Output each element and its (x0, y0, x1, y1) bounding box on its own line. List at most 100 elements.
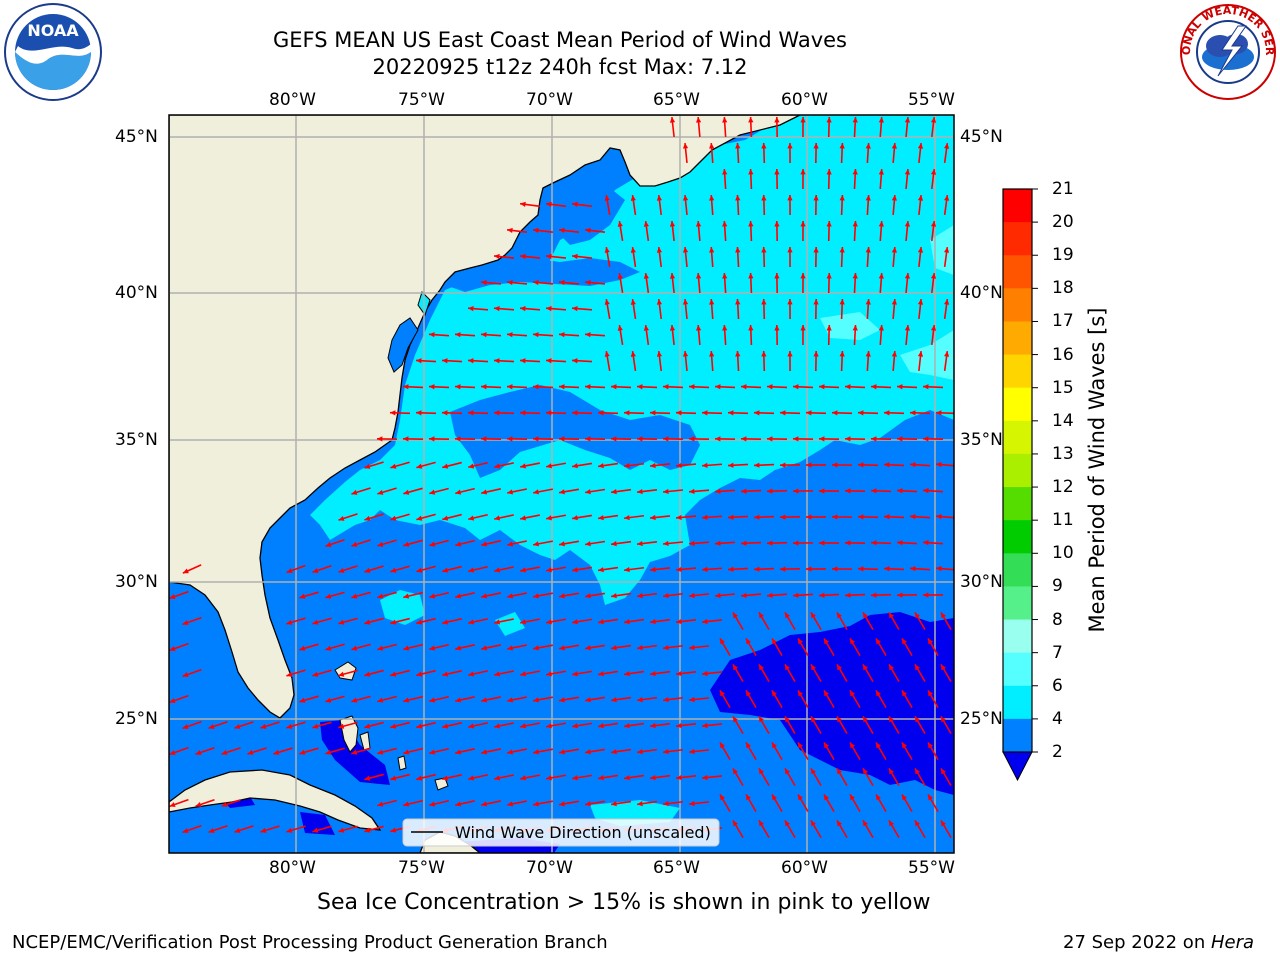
wind-wave-arrow (940, 819, 952, 839)
wind-wave-arrow (688, 488, 710, 494)
lon-label-top: 80°W (269, 90, 316, 110)
wind-wave-arrow (364, 825, 384, 833)
wind-wave-arrow (748, 272, 754, 294)
wind-wave-arrow (779, 566, 801, 572)
wind-wave-arrow (849, 689, 861, 709)
wind-wave-arrow (753, 410, 775, 416)
wind-wave-arrow (441, 410, 463, 416)
wind-wave-arrow (748, 168, 754, 190)
wind-wave-arrow (818, 488, 840, 494)
wind-wave-arrow (403, 591, 423, 599)
wind-wave-arrow (493, 306, 515, 312)
wind-wave-arrow (852, 220, 858, 242)
colorbar (1002, 188, 1038, 782)
wind-wave-arrow (914, 663, 926, 683)
wind-wave-arrow (758, 819, 770, 839)
wind-wave-arrow (572, 462, 592, 469)
wind-wave-arrow (481, 644, 501, 651)
wind-wave-arrow (312, 564, 332, 574)
lat-label-left: 25°N (115, 709, 158, 729)
wind-wave-arrow (520, 722, 540, 729)
wind-wave-arrow (610, 540, 632, 547)
wind-wave-arrow (800, 116, 806, 138)
wind-wave-arrow (494, 670, 514, 677)
colorbar-tick-label: 18 (1052, 278, 1074, 299)
wind-wave-arrow (481, 540, 501, 547)
wind-wave-arrow (286, 669, 306, 677)
wind-wave-arrow (351, 591, 371, 599)
wind-wave-arrow (649, 566, 671, 573)
colorbar-tick-label: 14 (1052, 410, 1074, 431)
colorbar-level-block (1003, 453, 1032, 488)
wind-wave-arrow (390, 565, 410, 573)
wind-wave-arrow (636, 696, 658, 703)
land-north-america (169, 115, 801, 719)
wind-wave-arrow (533, 696, 553, 703)
wind-wave-arrow (748, 324, 754, 346)
wind-wave-arrow (852, 272, 858, 294)
wind-wave-arrow (883, 566, 905, 572)
wind-wave-arrow (695, 324, 702, 346)
wind-wave-arrow (416, 617, 436, 625)
wind-wave-arrow (442, 670, 462, 677)
wind-wave-arrow (636, 748, 658, 755)
wind-wave-arrow (442, 513, 462, 521)
wind-wave-arrow (935, 410, 954, 416)
wind-wave-arrow (442, 461, 462, 469)
wind-wave-arrow (643, 272, 650, 294)
wind-wave-arrow (735, 350, 741, 372)
wind-wave-arrow (494, 774, 514, 781)
wind-wave-arrow (688, 800, 710, 807)
wind-wave-arrow (480, 436, 502, 442)
wind-wave-arrow (377, 487, 397, 495)
footer-date-text: 27 Sep 2022 on (1063, 932, 1206, 953)
colorbar-level-block (1003, 354, 1032, 389)
wind-wave-arrow (520, 514, 540, 521)
wind-wave-arrow (831, 566, 853, 572)
wind-wave-arrow (813, 142, 819, 164)
wind-wave-arrow (377, 799, 397, 807)
wind-wave-arrow (610, 384, 632, 390)
wind-wave-arrow (234, 825, 254, 833)
wind-wave-arrow (507, 748, 527, 755)
wind-wave-arrow (675, 514, 697, 521)
wind-wave-arrow (891, 298, 897, 320)
wind-wave-arrow (351, 695, 371, 703)
wind-wave-arrow (745, 793, 757, 813)
wind-wave-arrow (943, 194, 950, 216)
wind-wave-arrow (532, 436, 554, 442)
wind-wave-arrow (722, 116, 728, 138)
wind-wave-arrow (429, 591, 449, 599)
period-4-6-patch (380, 590, 425, 625)
wind-wave-arrow (891, 142, 897, 164)
wind-wave-arrow (675, 618, 697, 625)
wind-wave-arrow (533, 540, 553, 547)
wind-wave-arrow (338, 825, 358, 833)
lat-label-right: 40°N (960, 283, 1003, 303)
wind-wave-arrow (849, 741, 861, 761)
colorbar-level-block (1003, 189, 1032, 223)
wind-wave-arrow (810, 767, 822, 787)
wind-wave-arrow (390, 461, 410, 469)
wind-wave-arrow (558, 332, 580, 338)
colorbar-tick-label: 8 (1052, 609, 1063, 630)
wind-wave-arrow (468, 618, 488, 625)
wind-wave-arrow (844, 488, 866, 494)
wind-wave-arrow (784, 663, 796, 683)
wind-wave-arrow (312, 825, 332, 833)
wind-wave-arrow (273, 747, 293, 755)
wind-wave-arrow (364, 669, 384, 677)
wind-wave-arrow (745, 637, 757, 657)
wind-wave-arrow (875, 637, 887, 657)
wind-wave-arrow (507, 800, 527, 807)
chart-title: GEFS MEAN US East Coast Mean Period of W… (273, 28, 847, 52)
wind-wave-arrow (481, 696, 501, 703)
wind-wave-arrow (709, 246, 715, 268)
wind-wave-arrow (800, 324, 806, 346)
wind-wave-arrow (416, 773, 436, 781)
wind-wave-arrow (875, 793, 887, 813)
wind-wave-arrow (800, 272, 806, 294)
wind-wave-arrow (688, 644, 710, 651)
wind-wave-arrow (810, 715, 822, 735)
wind-wave-arrow (636, 384, 658, 390)
